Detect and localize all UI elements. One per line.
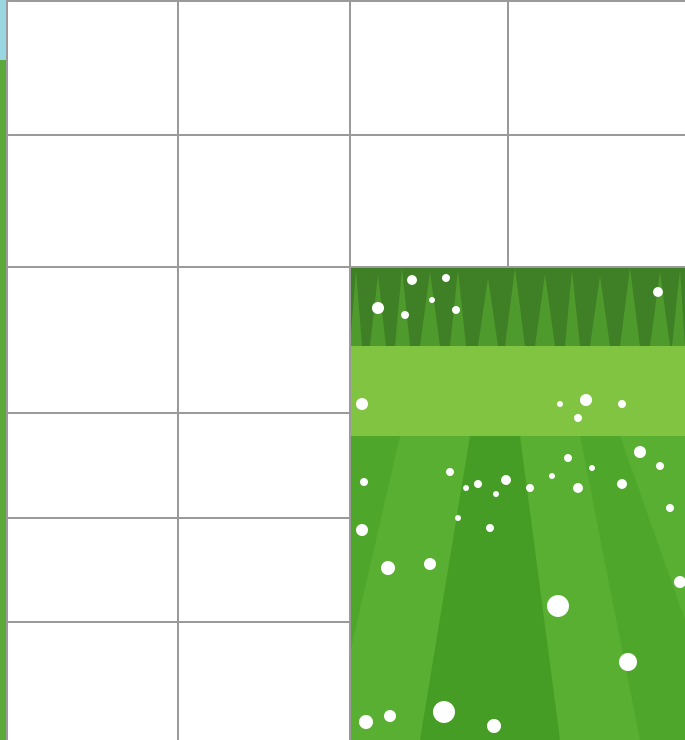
tile-r6-c2[interactable]	[178, 622, 350, 740]
tile-r1-c4[interactable]	[508, 2, 685, 135]
tile-r6-c1[interactable]	[8, 622, 178, 740]
tile-r4-c2[interactable]	[178, 413, 350, 518]
grid-line	[177, 0, 179, 740]
tile-r1-c2[interactable]	[178, 2, 350, 135]
grid-line	[8, 621, 350, 623]
tile-r3-c1[interactable]	[8, 268, 178, 413]
flowers	[356, 274, 685, 733]
tile-r2-c2[interactable]	[178, 135, 350, 268]
tile-r3-c2[interactable]	[178, 268, 350, 413]
grid-line	[6, 0, 8, 740]
tile-r2-c1[interactable]	[8, 135, 178, 268]
grid-line	[8, 266, 685, 268]
grid-line	[8, 517, 350, 519]
tile-r5-c1[interactable]	[8, 518, 178, 622]
grid-line	[349, 0, 351, 740]
tile-r4-c1[interactable]	[8, 413, 178, 518]
tile-r1-c3[interactable]	[350, 2, 508, 135]
tile-r1-c1[interactable]	[8, 2, 178, 135]
grid-line	[8, 134, 685, 136]
grid-line	[8, 412, 350, 414]
tile-r5-c2[interactable]	[178, 518, 350, 622]
grid-line	[507, 0, 509, 268]
tile-r2-c3[interactable]	[350, 135, 508, 268]
grid-line	[8, 0, 685, 2]
tile-r2-c4[interactable]	[508, 135, 685, 268]
